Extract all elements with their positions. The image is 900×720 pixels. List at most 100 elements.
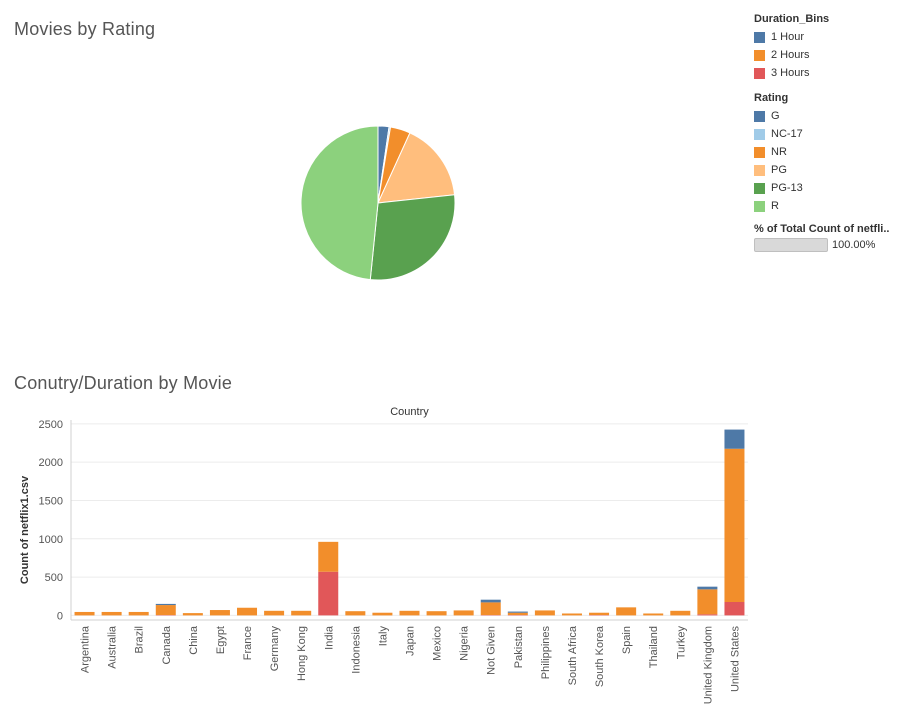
y-tick-label: 1500 bbox=[39, 495, 63, 507]
bar-segment-brazil-2-hours[interactable] bbox=[128, 611, 149, 616]
pie-slice-pg[interactable] bbox=[377, 132, 456, 204]
legend-item-3-hours[interactable]: 3 Hours bbox=[754, 64, 829, 82]
bar-segment-pakistan-1-hour[interactable] bbox=[507, 611, 528, 613]
x-tick-label: South Korea bbox=[594, 625, 606, 687]
x-tick-label: Australia bbox=[107, 625, 119, 669]
x-tick-label: Hong Kong bbox=[296, 626, 308, 681]
x-tick-label: Philippines bbox=[540, 626, 552, 680]
bar-segment-not-given-1-hour[interactable] bbox=[480, 599, 501, 603]
bar-segment-united-states-2-hours[interactable] bbox=[724, 448, 745, 602]
bar-segment-united-states-3-hours[interactable] bbox=[724, 601, 745, 616]
legend-swatch bbox=[754, 200, 765, 212]
x-tick-label: Argentina bbox=[80, 625, 92, 673]
y-tick-label: 1000 bbox=[39, 534, 63, 546]
rating-pie-chart[interactable] bbox=[290, 116, 470, 296]
legend-item-nr[interactable]: NR bbox=[754, 143, 803, 161]
x-tick-label: Brazil bbox=[134, 626, 146, 654]
bar-chart-title: Conutry/Duration by Movie bbox=[14, 373, 233, 393]
legend-swatch bbox=[754, 164, 765, 176]
bar-segment-not-given-2-hours[interactable] bbox=[480, 602, 501, 616]
legend-item-r[interactable]: R bbox=[754, 197, 803, 215]
legend-swatch bbox=[754, 31, 765, 43]
x-tick-label: Pakistan bbox=[513, 626, 525, 668]
legend-item-nc-17[interactable]: NC-17 bbox=[754, 125, 803, 143]
rating-legend-title: Rating bbox=[754, 92, 789, 104]
legend-label: 1 Hour bbox=[771, 31, 805, 43]
legend-swatch bbox=[754, 110, 765, 122]
legend-item-pg-13[interactable]: PG-13 bbox=[754, 179, 803, 197]
legend-item-1-hour[interactable]: 1 Hour bbox=[754, 28, 829, 46]
legend-label: 3 Hours bbox=[771, 67, 810, 79]
bar-segment-united-kingdom-3-hours[interactable] bbox=[697, 614, 718, 616]
column-header-country: Country bbox=[390, 406, 429, 418]
y-tick-label: 0 bbox=[57, 610, 63, 622]
x-tick-label: Spain bbox=[621, 626, 633, 654]
bar-segment-thailand-2-hours[interactable] bbox=[643, 613, 664, 616]
x-tick-label: Germany bbox=[269, 626, 281, 672]
x-tick-label: China bbox=[188, 625, 200, 655]
bar-segment-hong-kong-2-hours[interactable] bbox=[291, 610, 312, 616]
y-tick-label: 2500 bbox=[39, 419, 63, 431]
legend-swatch bbox=[754, 146, 765, 158]
legend-swatch bbox=[754, 182, 765, 194]
duration-legend-title: Duration_Bins bbox=[754, 13, 830, 25]
legend-label: 2 Hours bbox=[771, 49, 810, 61]
bar-segment-pakistan-2-hours[interactable] bbox=[507, 612, 528, 616]
pie-slice-pg-13[interactable] bbox=[369, 194, 456, 281]
country-duration-bar-chart[interactable]: 0 500 1000 1500 2000 2500 Country Count of netf… bbox=[0, 400, 900, 720]
x-tick-label: Nigeria bbox=[459, 625, 471, 661]
x-tick-label: United States bbox=[729, 626, 741, 693]
rating-legend: Rating G NC-17 NR PG PG-13 R bbox=[754, 92, 803, 215]
bar-segment-south-africa-2-hours[interactable] bbox=[561, 613, 582, 616]
y-tick-label: 500 bbox=[45, 572, 63, 584]
grid bbox=[71, 423, 748, 616]
x-tick-label: Indonesia bbox=[350, 625, 362, 674]
percent-legend-title: % of Total Count of netfli.. bbox=[754, 223, 890, 235]
x-tick-label: South Africa bbox=[567, 625, 579, 685]
x-tick-label: Italy bbox=[377, 626, 389, 647]
x-tick-label: Turkey bbox=[675, 626, 687, 660]
bar-segment-united-kingdom-1-hour[interactable] bbox=[697, 586, 718, 590]
bar-segment-india-3-hours[interactable] bbox=[318, 571, 339, 616]
bar-segment-mexico-2-hours[interactable] bbox=[426, 611, 447, 616]
bar-segment-united-states-1-hour[interactable] bbox=[724, 429, 745, 449]
bar-segment-canada-1-hour[interactable] bbox=[155, 603, 176, 606]
bar-segment-egypt-2-hours[interactable] bbox=[209, 610, 230, 616]
legend-label: PG bbox=[771, 164, 787, 176]
pie-slice-r[interactable] bbox=[300, 125, 379, 281]
legend-label: NC-17 bbox=[771, 128, 803, 140]
x-tick-label: Not Given bbox=[486, 626, 498, 675]
legend-label: NR bbox=[771, 146, 787, 158]
bar-segment-japan-2-hours[interactable] bbox=[399, 610, 420, 616]
bar-segment-india-2-hours[interactable] bbox=[318, 541, 339, 572]
x-tick-label: Japan bbox=[405, 626, 417, 656]
legend-item-g[interactable]: G bbox=[754, 107, 803, 125]
bar-segment-france-2-hours[interactable] bbox=[237, 607, 258, 616]
legend-label: G bbox=[771, 110, 780, 122]
bar-segment-philippines-2-hours[interactable] bbox=[534, 610, 555, 616]
x-tick-label: Canada bbox=[161, 625, 173, 664]
pie-chart-title: Movies by Rating bbox=[14, 19, 156, 39]
bar-segment-canada-2-hours[interactable] bbox=[155, 605, 176, 616]
x-tick-label: India bbox=[323, 625, 335, 650]
duration-bins-legend: Duration_Bins 1 Hour 2 Hours 3 Hours bbox=[754, 13, 829, 82]
x-tick-label: France bbox=[242, 626, 254, 660]
bar-segment-italy-2-hours[interactable] bbox=[372, 612, 393, 616]
bar-segment-australia-2-hours[interactable] bbox=[101, 611, 122, 616]
bar-segment-china-2-hours[interactable] bbox=[182, 613, 203, 616]
bar-segment-spain-2-hours[interactable] bbox=[616, 607, 637, 616]
bar-segment-united-kingdom-2-hours[interactable] bbox=[697, 589, 718, 615]
bar-segment-indonesia-2-hours[interactable] bbox=[345, 611, 366, 616]
bar-segment-nigeria-2-hours[interactable] bbox=[453, 610, 474, 616]
legend-swatch bbox=[754, 128, 765, 140]
percent-color-ramp bbox=[754, 238, 828, 252]
bar-segment-turkey-2-hours[interactable] bbox=[670, 610, 691, 616]
percent-legend-value: 100.00% bbox=[832, 239, 876, 251]
percent-of-total-legend: % of Total Count of netfli.. 100.00% bbox=[754, 223, 894, 252]
bar-segment-argentina-2-hours[interactable] bbox=[74, 611, 95, 616]
legend-item-2-hours[interactable]: 2 Hours bbox=[754, 46, 829, 64]
bar-segment-germany-2-hours[interactable] bbox=[264, 610, 285, 616]
bar-segment-south-korea-2-hours[interactable] bbox=[589, 612, 610, 616]
legend-item-pg[interactable]: PG bbox=[754, 161, 803, 179]
legend-label: R bbox=[771, 200, 779, 212]
